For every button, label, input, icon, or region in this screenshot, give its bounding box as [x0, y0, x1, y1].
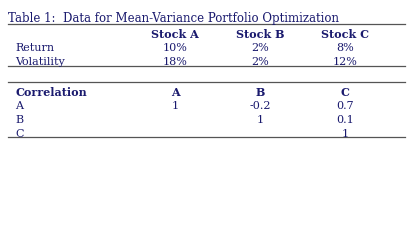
Text: 0.1: 0.1: [336, 115, 354, 125]
Text: B: B: [255, 87, 265, 98]
Text: 8%: 8%: [336, 43, 354, 53]
Text: Return: Return: [15, 43, 54, 53]
Text: Stock A: Stock A: [151, 29, 199, 40]
Text: 1: 1: [342, 129, 349, 139]
Text: C: C: [341, 87, 349, 98]
Text: 1: 1: [256, 115, 263, 125]
Text: A: A: [15, 101, 23, 111]
Text: Correlation: Correlation: [15, 87, 87, 98]
Text: Table 1:  Data for Mean-Variance Portfolio Optimization: Table 1: Data for Mean-Variance Portfoli…: [8, 12, 339, 25]
Text: C: C: [15, 129, 24, 139]
Text: 0.7: 0.7: [336, 101, 354, 111]
Text: 18%: 18%: [163, 57, 188, 67]
Text: Stock B: Stock B: [236, 29, 284, 40]
Text: 12%: 12%: [332, 57, 357, 67]
Text: Volatility: Volatility: [15, 57, 65, 67]
Text: 1: 1: [171, 101, 178, 111]
Text: 10%: 10%: [163, 43, 188, 53]
Text: 2%: 2%: [251, 57, 269, 67]
Text: 2%: 2%: [251, 43, 269, 53]
Text: A: A: [171, 87, 179, 98]
Text: -0.2: -0.2: [249, 101, 271, 111]
Text: Stock C: Stock C: [321, 29, 369, 40]
Text: B: B: [15, 115, 23, 125]
